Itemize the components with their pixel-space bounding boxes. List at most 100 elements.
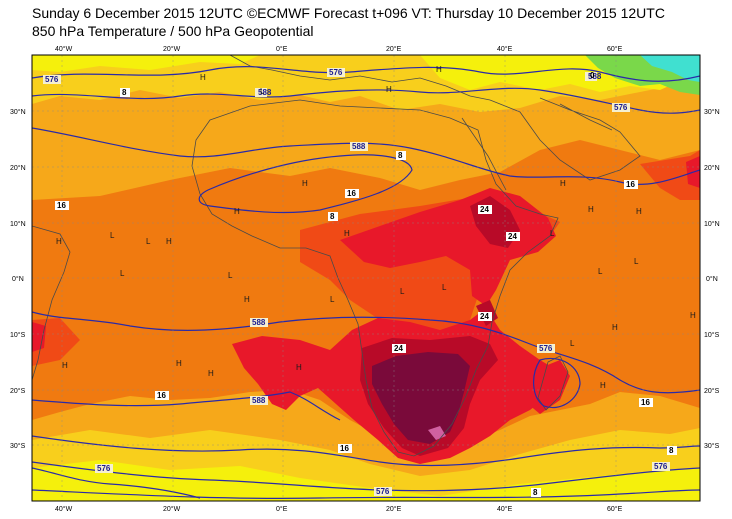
temp-label: 16 <box>641 398 650 407</box>
high-marker: H <box>344 229 350 238</box>
lon-label-bottom: 0°E <box>276 505 288 513</box>
contour-label: 576 <box>614 103 628 112</box>
temp-label: 0 <box>590 71 595 80</box>
contour-label: 576 <box>539 344 553 353</box>
high-marker: H <box>612 323 618 332</box>
lon-label-top: 20°E <box>386 45 402 53</box>
temp-label: 24 <box>394 344 403 353</box>
map-subtitle: 850 hPa Temperature / 500 hPa Geopotenti… <box>32 23 314 39</box>
high-marker: H <box>690 311 696 320</box>
high-marker: H <box>166 237 172 246</box>
red-sea <box>461 117 507 191</box>
field-yellow-nw <box>32 55 260 72</box>
forecast-title: Sunday 6 December 2015 12UTC ©ECMWF Fore… <box>32 5 665 21</box>
contour-588-loop <box>198 154 413 214</box>
temp-label: 16 <box>340 444 349 453</box>
high-marker: H <box>560 179 566 188</box>
contour-588-loop-s <box>533 357 581 409</box>
high-marker: H <box>296 363 302 372</box>
lon-label-top: 40°E <box>497 45 513 53</box>
lat-label-right: 20°S <box>704 387 720 395</box>
low-marker: L <box>260 87 265 96</box>
temperature-field <box>32 55 700 501</box>
lon-label-bottom: 60°E <box>607 505 623 513</box>
temp-label: 16 <box>626 180 635 189</box>
high-marker: H <box>200 73 206 82</box>
high-marker: H <box>436 65 442 74</box>
temp-label: 16 <box>347 189 356 198</box>
low-marker: L <box>570 339 575 348</box>
europe-coast <box>229 55 491 101</box>
contour-label: 588 <box>252 318 266 327</box>
low-marker: L <box>228 271 233 280</box>
lat-label-left: 20°N <box>10 164 26 172</box>
high-marker: H <box>244 295 250 304</box>
temp-label: 8 <box>122 88 127 97</box>
contour-588-north <box>32 127 700 185</box>
contour-sw-curl <box>32 467 201 499</box>
low-marker: L <box>634 257 639 266</box>
lon-label-bottom: 40°E <box>497 505 513 513</box>
africa-coast <box>191 99 559 457</box>
contour-label: 588 <box>588 72 602 81</box>
contour-588-south <box>32 311 700 394</box>
high-marker: H <box>62 361 68 370</box>
contour-label: 576 <box>376 487 390 496</box>
temperature-label-group: 8 8 8 16 16 16 24 24 24 24 16 16 16 8 8 … <box>55 71 677 497</box>
low-marker: L <box>550 229 555 238</box>
low-marker: L <box>120 269 125 278</box>
low-marker: L <box>110 231 115 240</box>
lat-label-right: 10°N <box>704 220 720 228</box>
temp-label: 8 <box>533 488 538 497</box>
arabia-coast <box>489 97 641 181</box>
temp-label: 8 <box>669 446 674 455</box>
lat-label-left: 10°N <box>10 220 26 228</box>
lat-label-right: 0°N <box>706 275 718 283</box>
temp-label: 16 <box>57 201 66 210</box>
high-marker: H <box>234 207 240 216</box>
temp-label: 8 <box>330 212 335 221</box>
contour-label: 576 <box>97 464 111 473</box>
geopotential-contours <box>32 66 700 499</box>
lat-label-left: 10°S <box>10 331 26 339</box>
field-orange-red-3 <box>640 150 700 200</box>
lat-label-right: 10°S <box>704 331 720 339</box>
lon-label-top: 40°W <box>55 45 73 53</box>
temp-label: 24 <box>480 205 489 214</box>
high-marker: H <box>636 207 642 216</box>
lat-label-right: 30°N <box>704 108 720 116</box>
field-red-west <box>32 322 46 352</box>
lat-label-left: 20°S <box>10 387 26 395</box>
contour-label-group: 576 576 588 588 588 576 576 576 576 576 … <box>43 68 670 496</box>
high-marker: H <box>208 369 214 378</box>
contour-label: 588 <box>258 88 272 97</box>
low-marker: L <box>598 267 603 276</box>
contour-label: 588 <box>252 396 266 405</box>
lon-label-top: 60°E <box>607 45 623 53</box>
high-marker: H <box>176 359 182 368</box>
contour-south-4 <box>32 489 700 499</box>
madagascar-coast <box>537 355 569 411</box>
low-marker: L <box>330 295 335 304</box>
contour-588-sw <box>32 391 341 421</box>
temp-label: 24 <box>508 232 517 241</box>
high-marker: H <box>386 85 392 94</box>
map-frame <box>31 54 701 502</box>
south-america-coast <box>32 225 71 381</box>
persian-gulf <box>559 103 613 131</box>
temp-label: 16 <box>157 391 166 400</box>
lat-label-left: 30°N <box>10 108 26 116</box>
lat-label-left: 0°N <box>12 275 24 283</box>
contour-label: 588 <box>352 142 366 151</box>
lon-label-top: 20°W <box>163 45 181 53</box>
contour-label: 576 <box>329 68 343 77</box>
lat-label-left: 30°S <box>10 442 26 450</box>
low-marker: L <box>146 237 151 246</box>
high-marker: H <box>588 205 594 214</box>
temp-label: 24 <box>480 312 489 321</box>
lat-label-right: 30°S <box>704 442 720 450</box>
lon-label-top: 0°E <box>276 45 288 53</box>
contour-576-north <box>32 66 700 82</box>
lon-label-bottom: 40°W <box>55 505 73 513</box>
